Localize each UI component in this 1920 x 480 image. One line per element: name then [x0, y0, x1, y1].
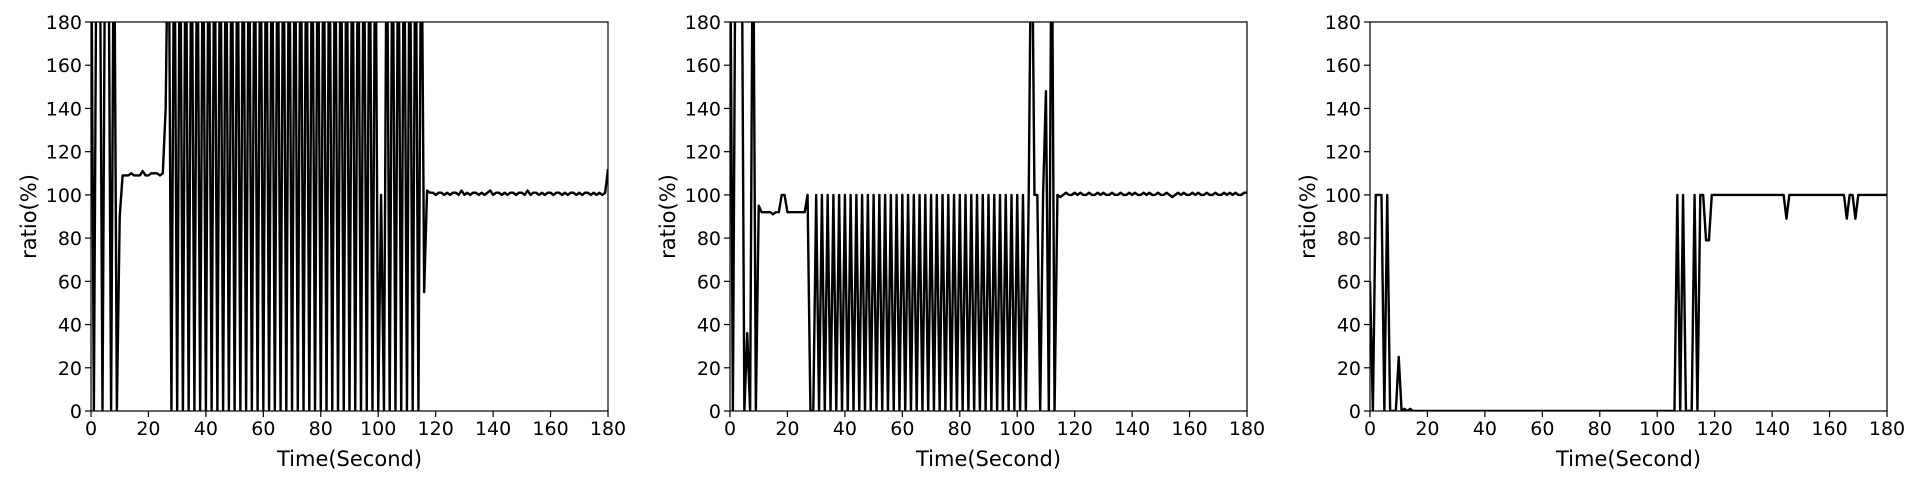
- x-tick-label: 100: [360, 418, 396, 440]
- y-tick-label: 140: [1325, 98, 1361, 120]
- x-tick-label: 60: [1530, 418, 1554, 440]
- y-axis-label: ratio(%): [656, 174, 680, 259]
- data-line: [1370, 193, 1887, 411]
- x-tick-label: 0: [1364, 418, 1376, 440]
- x-tick-label: 140: [1114, 418, 1150, 440]
- x-tick-label: 160: [532, 418, 568, 440]
- x-tick-label: 20: [136, 418, 160, 440]
- subplot: 0 20 40 60 80 100 120 140 160 180 0 20 40 60 80 100 120 1…: [17, 12, 626, 471]
- y-tick-label: 100: [1325, 185, 1361, 207]
- y-tick-label: 120: [685, 142, 721, 164]
- y-tick-label: 180: [685, 12, 721, 34]
- data-line: [91, 22, 608, 411]
- y-tick-label: 40: [1337, 315, 1361, 337]
- axes-frame: [90, 21, 609, 412]
- axes-frame: [729, 21, 1248, 412]
- x-tick-label: 120: [418, 418, 454, 440]
- x-tick-label: 0: [85, 418, 97, 440]
- x-tick-label: 80: [948, 418, 972, 440]
- subplot: 0 20 40 60 80 100 120 140 160 180 0 20 40 60 80 100 120 1…: [1296, 12, 1905, 471]
- y-tick-label: 0: [1349, 401, 1361, 423]
- x-tick-label: 80: [1588, 418, 1612, 440]
- x-tick-label: 20: [775, 418, 799, 440]
- y-tick-label: 160: [46, 55, 82, 77]
- y-tick-label: 40: [697, 315, 721, 337]
- x-tick-label: 140: [475, 418, 511, 440]
- x-tick-label: 180: [590, 418, 626, 440]
- y-tick-label: 140: [46, 98, 82, 120]
- y-tick-label: 180: [1325, 12, 1361, 34]
- x-tick-label: 60: [251, 418, 275, 440]
- axes-frame: [1369, 21, 1888, 412]
- y-tick-label: 100: [685, 185, 721, 207]
- y-tick-label: 20: [697, 358, 721, 380]
- x-axis-label: Time(Second): [915, 447, 1061, 471]
- x-tick-label: 40: [833, 418, 857, 440]
- y-tick-label: 80: [1337, 228, 1361, 250]
- data-line: [730, 22, 1247, 411]
- y-tick-label: 20: [1337, 358, 1361, 380]
- x-tick-label: 100: [999, 418, 1035, 440]
- x-tick-label: 140: [1754, 418, 1790, 440]
- y-axis-label: ratio(%): [17, 174, 41, 259]
- x-axis-label: Time(Second): [1555, 447, 1701, 471]
- y-tick-label: 140: [685, 98, 721, 120]
- x-tick-label: 40: [1473, 418, 1497, 440]
- x-tick-label: 100: [1639, 418, 1675, 440]
- y-tick-label: 0: [709, 401, 721, 423]
- x-tick-label: 60: [890, 418, 914, 440]
- subplot: 0 20 40 60 80 100 120 140 160 180 0 20 40 60 80 100 120 1…: [656, 12, 1265, 471]
- x-tick-label: 20: [1415, 418, 1439, 440]
- x-tick-label: 160: [1811, 418, 1847, 440]
- x-tick-label: 180: [1229, 418, 1265, 440]
- x-tick-label: 40: [194, 418, 218, 440]
- y-tick-label: 80: [697, 228, 721, 250]
- y-tick-label: 160: [1325, 55, 1361, 77]
- x-axis-label: Time(Second): [276, 447, 422, 471]
- x-tick-label: 0: [724, 418, 736, 440]
- x-tick-label: 120: [1057, 418, 1093, 440]
- y-tick-label: 180: [46, 12, 82, 34]
- y-tick-label: 60: [1337, 271, 1361, 293]
- y-tick-label: 120: [1325, 142, 1361, 164]
- y-tick-label: 0: [70, 401, 82, 423]
- x-tick-label: 160: [1171, 418, 1207, 440]
- x-tick-label: 120: [1697, 418, 1733, 440]
- x-tick-label: 80: [309, 418, 333, 440]
- y-tick-label: 100: [46, 185, 82, 207]
- y-tick-label: 120: [46, 142, 82, 164]
- y-tick-label: 20: [58, 358, 82, 380]
- y-tick-label: 60: [697, 271, 721, 293]
- y-tick-label: 40: [58, 315, 82, 337]
- y-tick-label: 60: [58, 271, 82, 293]
- x-tick-label: 180: [1869, 418, 1905, 440]
- y-tick-label: 80: [58, 228, 82, 250]
- y-axis-label: ratio(%): [1296, 174, 1320, 259]
- y-tick-label: 160: [685, 55, 721, 77]
